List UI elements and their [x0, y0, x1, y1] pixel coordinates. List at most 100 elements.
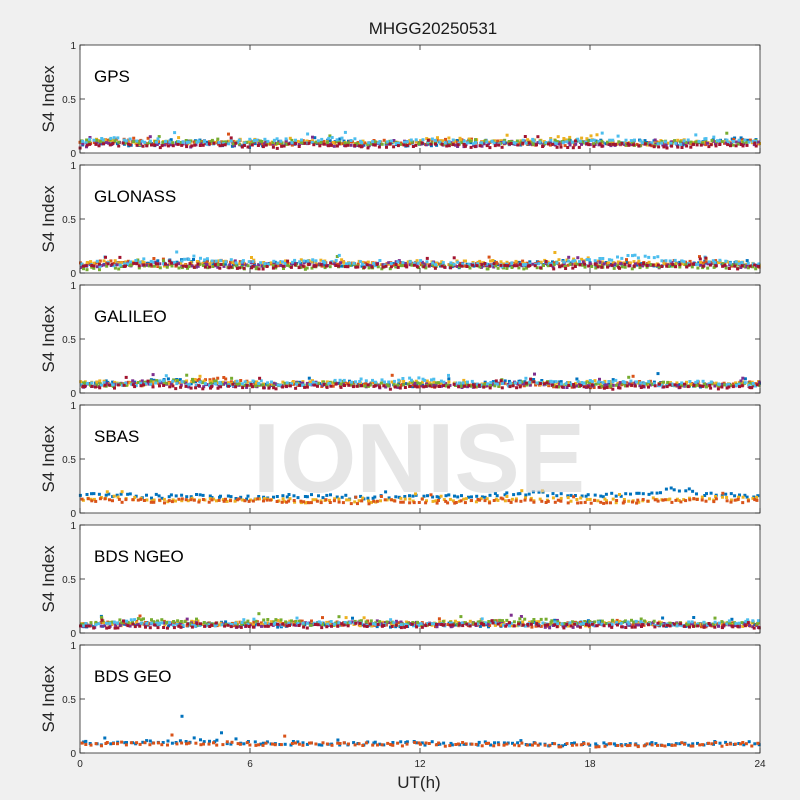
data-point: [479, 383, 483, 387]
data-point: [298, 383, 302, 387]
data-point: [686, 138, 690, 142]
data-point: [226, 494, 230, 498]
data-point: [97, 622, 101, 626]
data-point: [148, 135, 152, 139]
data-point: [509, 500, 513, 504]
data-point: [568, 135, 572, 139]
data-point: [638, 263, 642, 267]
data-point: [229, 495, 233, 499]
data-point: [178, 141, 182, 144]
data-point: [337, 497, 341, 501]
data-point: [321, 496, 325, 500]
data-point: [227, 266, 231, 270]
data-point: [194, 741, 198, 745]
data-point: [261, 741, 265, 745]
data-point: [712, 382, 716, 386]
data-point: [755, 495, 759, 499]
data-point: [647, 255, 651, 259]
data-point: [296, 139, 300, 143]
data-point: [285, 381, 289, 385]
data-point: [666, 498, 670, 502]
data-point: [102, 259, 106, 263]
data-point: [149, 259, 153, 263]
data-point: [559, 496, 563, 500]
data-point: [551, 492, 555, 496]
data-point: [237, 497, 241, 501]
data-point: [232, 624, 236, 628]
data-point: [544, 141, 548, 144]
data-point: [610, 622, 614, 626]
y-axis-label: S4 Index: [39, 425, 58, 493]
data-point: [201, 387, 205, 391]
data-point: [331, 141, 335, 144]
data-point: [487, 620, 491, 623]
data-point: [437, 622, 441, 626]
data-point: [652, 145, 656, 149]
data-point: [239, 625, 243, 629]
data-point: [274, 264, 278, 268]
data-point: [129, 741, 133, 745]
data-point: [639, 386, 643, 389]
data-point: [614, 501, 618, 505]
data-point: [335, 144, 339, 148]
data-point: [573, 741, 576, 745]
data-point: [480, 263, 484, 267]
data-point: [265, 498, 269, 502]
data-point: [112, 262, 116, 265]
data-point: [674, 622, 678, 626]
data-point: [324, 498, 328, 502]
data-point: [685, 144, 689, 148]
data-point: [342, 621, 345, 625]
data-point: [692, 141, 696, 145]
data-point: [600, 619, 604, 623]
data-point: [388, 387, 392, 391]
data-point: [633, 262, 637, 266]
data-point: [284, 137, 288, 141]
data-point: [653, 138, 657, 142]
data-point: [417, 501, 421, 504]
data-point: [496, 266, 500, 270]
data-point: [272, 622, 276, 626]
data-point: [399, 500, 403, 504]
data-point: [595, 140, 599, 144]
data-point: [739, 266, 743, 269]
data-point: [491, 259, 495, 262]
data-point: [298, 380, 302, 384]
data-point: [405, 740, 409, 744]
data-point: [651, 623, 655, 627]
data-point: [328, 265, 332, 269]
data-point: [687, 743, 691, 747]
data-point: [439, 382, 443, 386]
data-point: [515, 386, 519, 390]
data-point: [125, 619, 129, 623]
data-point: [88, 137, 92, 141]
data-point: [281, 385, 285, 389]
data-point: [444, 494, 448, 498]
data-point: [245, 140, 249, 144]
data-point: [104, 621, 108, 625]
data-point: [202, 740, 206, 744]
data-point: [175, 382, 179, 386]
data-point: [232, 144, 236, 148]
data-point: [394, 623, 398, 627]
data-point: [580, 142, 583, 146]
data-point: [410, 380, 414, 384]
data-point: [656, 142, 660, 146]
data-point: [565, 623, 569, 626]
data-point: [332, 262, 336, 266]
y-tick-label: 0.5: [62, 215, 76, 226]
data-point: [340, 622, 344, 626]
data-point: [149, 379, 153, 383]
data-point: [580, 257, 584, 261]
data-point: [285, 500, 289, 504]
data-point: [610, 258, 614, 262]
data-point: [108, 383, 112, 387]
data-point: [729, 383, 733, 387]
data-point: [198, 374, 202, 378]
data-point: [619, 494, 623, 498]
data-point: [242, 143, 246, 147]
data-point: [299, 265, 303, 269]
data-point: [651, 496, 655, 500]
data-point: [112, 494, 116, 498]
data-point: [362, 616, 366, 620]
